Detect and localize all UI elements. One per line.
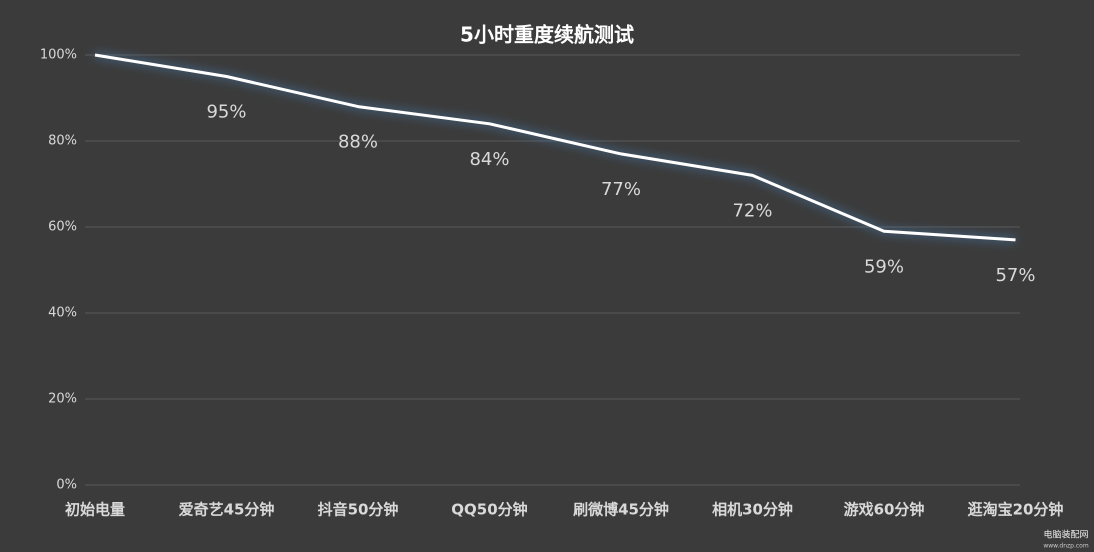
chart-title: 5小时重度续航测试 (460, 23, 634, 47)
x-tick-label: 爱奇艺45分钟 (179, 501, 275, 519)
x-tick-label: 游戏60分钟 (844, 501, 925, 519)
y-tick-label: 20% (48, 392, 77, 407)
line (94, 53, 1016, 242)
data-label: 57% (995, 265, 1035, 286)
x-tick-label: 逛淘宝20分钟 (968, 501, 1064, 519)
data-label: 88% (338, 132, 378, 153)
x-tick-label: 抖音50分钟 (318, 501, 399, 519)
data-label: 84% (469, 149, 509, 170)
y-tick-label: 100% (40, 48, 77, 63)
watermark-name: 电脑装配网 (1043, 529, 1088, 541)
y-tick-label: 40% (48, 306, 77, 321)
data-label: 77% (601, 179, 641, 200)
watermark-url: www.dnzp.com (1043, 543, 1089, 550)
y-tick-label: 60% (48, 220, 77, 235)
x-tick-label: QQ50分钟 (451, 501, 527, 519)
data-label: 59% (864, 256, 904, 277)
x-tick-label: 刷微博45分钟 (573, 501, 669, 519)
x-tick-label: 初始电量 (65, 501, 125, 519)
data-label: 72% (732, 200, 772, 221)
data-label: 95% (206, 102, 246, 123)
y-tick-label: 80% (48, 134, 77, 149)
y-tick-label: 0% (56, 478, 77, 493)
x-tick-label: 相机30分钟 (712, 501, 793, 519)
